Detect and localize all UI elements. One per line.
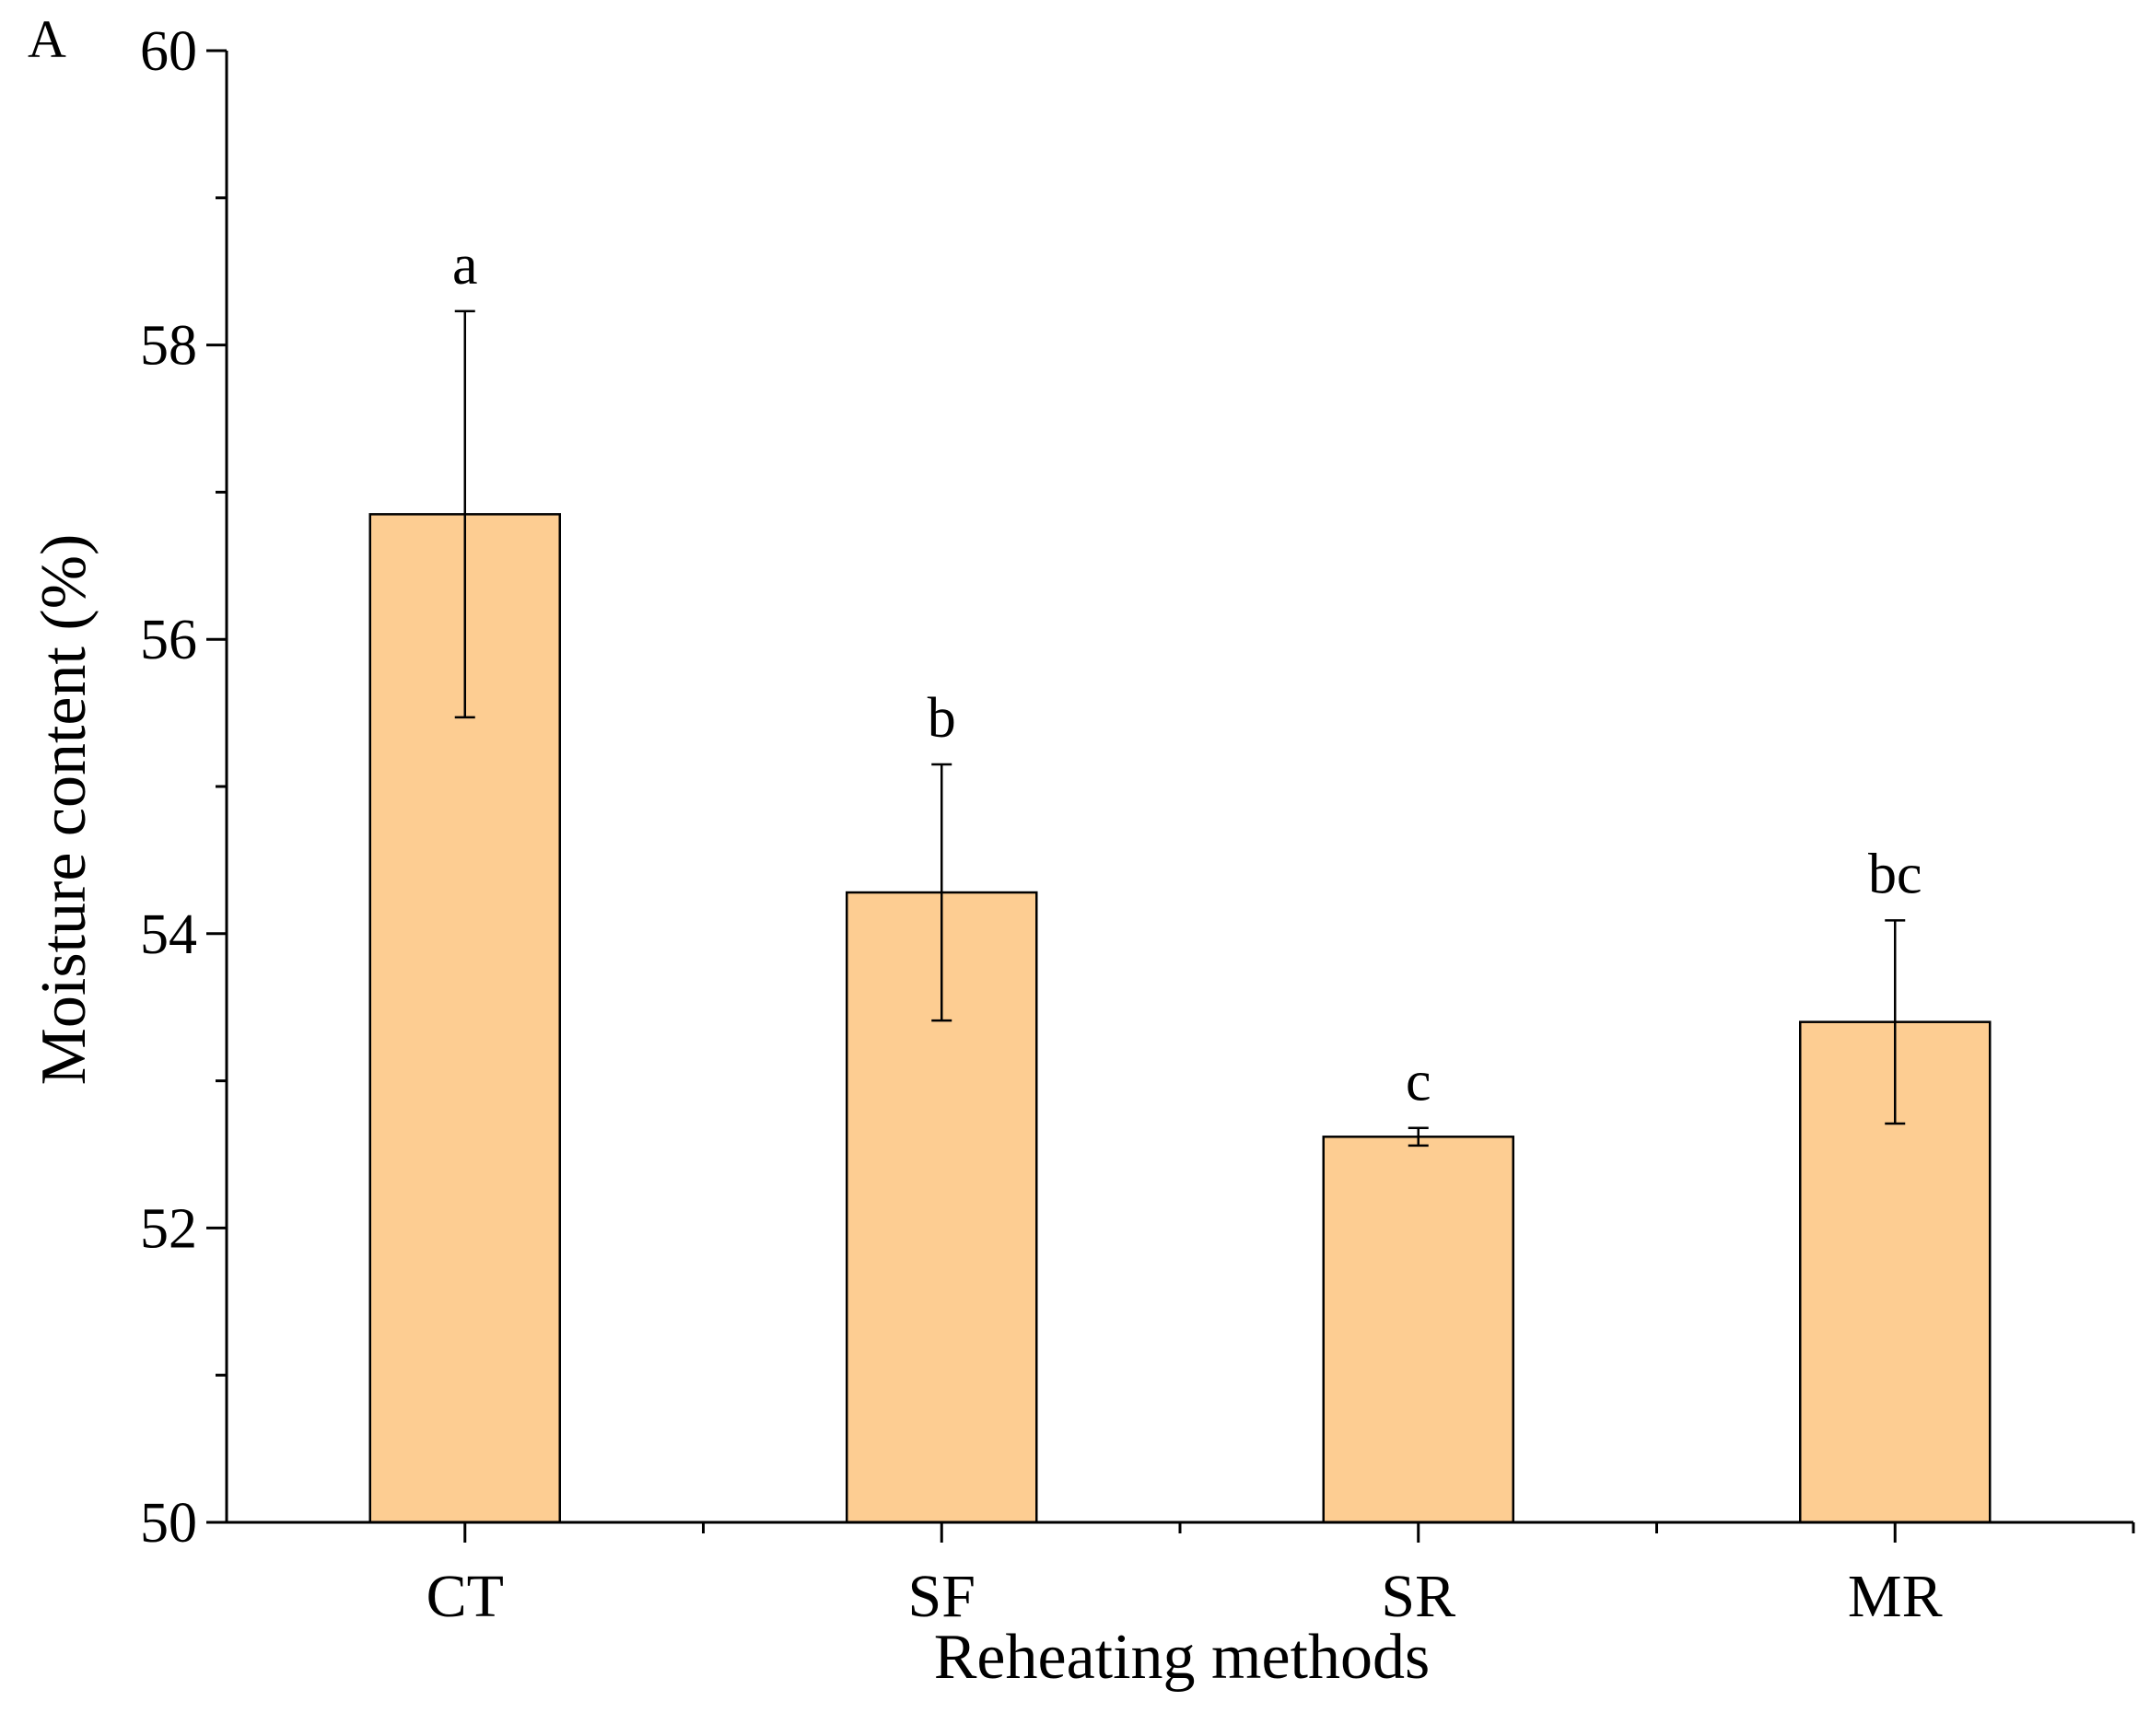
- panel-label: A: [28, 9, 66, 69]
- significance-label-mr: bc: [1868, 843, 1922, 905]
- significance-label-sr: c: [1406, 1051, 1431, 1113]
- y-tick-label: 50: [140, 1492, 197, 1555]
- y-tick-label: 58: [140, 315, 197, 378]
- x-tick-label-sr: SR: [1381, 1563, 1455, 1630]
- y-tick-label: 52: [140, 1197, 197, 1260]
- y-tick-label: 54: [140, 903, 197, 966]
- significance-label-sf: b: [928, 687, 956, 750]
- y-tick-label: 60: [140, 20, 197, 83]
- x-axis-title: Reheating methods: [934, 1622, 1431, 1693]
- bar-sr: [1322, 1136, 1514, 1524]
- x-tick-label-sf: SF: [908, 1563, 976, 1630]
- y-axis-title: Moisture content (%): [29, 534, 99, 1086]
- x-tick-label-mr: MR: [1848, 1563, 1943, 1630]
- x-tick-label-ct: CT: [426, 1563, 504, 1630]
- significance-label-ct: a: [452, 234, 478, 297]
- y-tick-label: 56: [140, 609, 197, 671]
